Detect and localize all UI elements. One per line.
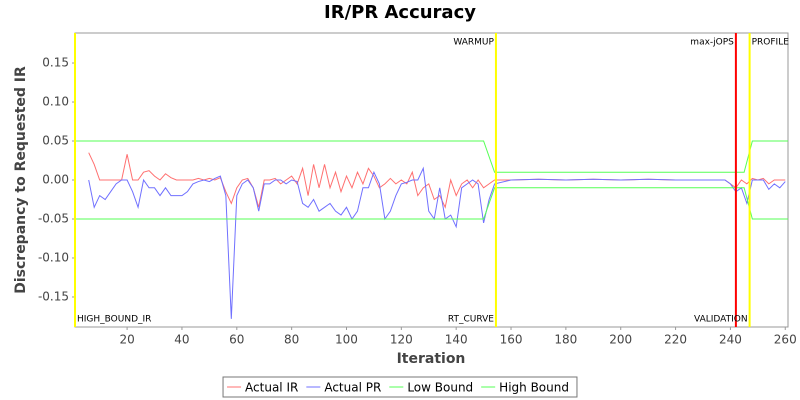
- x-tick-label: 120: [390, 333, 413, 347]
- x-tick-label: 20: [119, 333, 134, 347]
- y-tick-label: 0.00: [42, 173, 69, 187]
- x-tick-label: 180: [554, 333, 577, 347]
- marker-label: HIGH_BOUND_IR: [77, 315, 151, 325]
- x-tick-label: 260: [774, 333, 797, 347]
- legend-text: Actual IR: [245, 381, 298, 395]
- x-tick-label: 100: [335, 333, 358, 347]
- marker-label: RT_CURVE: [448, 315, 494, 325]
- x-axis-label: Iteration: [397, 351, 466, 367]
- y-tick-label: -0.10: [38, 250, 69, 264]
- chart-title: IR/PR Accuracy: [324, 2, 476, 23]
- x-tick-label: 240: [719, 333, 742, 347]
- y-tick-label: 0.05: [42, 134, 69, 148]
- y-tick-label: 0.15: [42, 56, 69, 70]
- x-tick-label: 80: [284, 333, 299, 347]
- legend-text: High Bound: [499, 381, 569, 395]
- marker-label: WARMUP: [453, 38, 494, 48]
- y-tick-label: 0.10: [42, 95, 69, 109]
- marker-label: max-jOPS: [690, 38, 734, 48]
- y-tick-label: -0.05: [38, 211, 69, 225]
- x-tick-label: 200: [609, 333, 632, 347]
- x-tick-label: 160: [500, 333, 523, 347]
- legend-text: Actual PR: [324, 381, 381, 395]
- legend-text: Low Bound: [407, 381, 473, 395]
- series-line: [88, 166, 786, 319]
- series-line: [75, 187, 788, 220]
- y-axis-label: Discrepancy to Requested IR: [13, 66, 29, 294]
- x-tick-label: 40: [174, 333, 189, 347]
- x-tick-label: 220: [664, 333, 687, 347]
- y-tick-label: -0.15: [38, 289, 69, 303]
- marker-label: PROFILE: [752, 38, 790, 48]
- x-tick-label: 140: [445, 333, 468, 347]
- marker-label: VALIDATION: [694, 315, 748, 325]
- x-tick-label: 60: [229, 333, 244, 347]
- series-line: [75, 140, 788, 173]
